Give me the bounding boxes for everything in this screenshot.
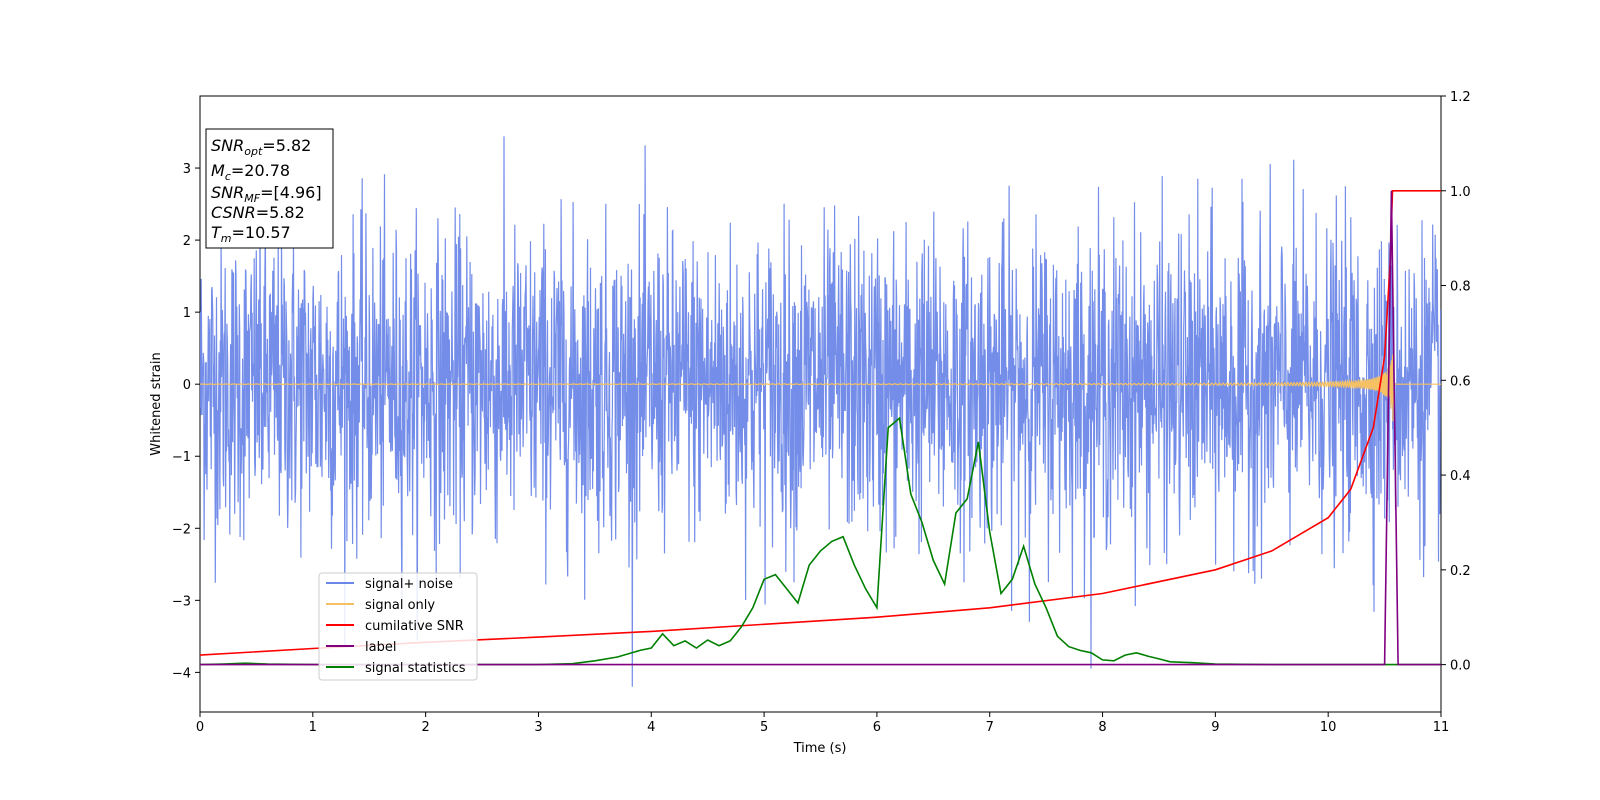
legend-label-label: label	[365, 640, 396, 655]
y-left-tick-label: 3	[183, 162, 191, 177]
plot-content	[200, 136, 1441, 687]
x-tick-label: 8	[1098, 720, 1106, 735]
legend-label-cumulative-snr: cumilative SNR	[365, 619, 464, 634]
series-signal-noise-line	[200, 136, 1441, 687]
y-right-tick-label: 0.2	[1450, 564, 1471, 579]
x-tick-label: 2	[421, 720, 429, 735]
x-tick-label: 4	[647, 720, 655, 735]
x-tick-label: 1	[309, 720, 317, 735]
legend-label-signal-noise: signal+ noise	[365, 577, 453, 592]
y-left-tick-label: −3	[172, 594, 191, 609]
legend-entry-signal-only: signal only	[326, 598, 435, 613]
x-tick-label: 3	[534, 720, 542, 735]
y-right-tick-label: 0.8	[1450, 280, 1471, 295]
x-tick-label: 5	[760, 720, 768, 735]
legend-entry-signal-noise: signal+ noise	[326, 577, 453, 592]
x-tick-label: 6	[873, 720, 881, 735]
y-right-tick-label: 0.6	[1450, 374, 1471, 389]
x-tick-label: 7	[986, 720, 994, 735]
info-mc: Mc=20.78	[211, 161, 290, 183]
legend-entry-cumulative-snr: cumilative SNR	[326, 619, 464, 634]
series-signal-only-line	[200, 354, 1441, 422]
legend-entry-signal-statistics: signal statistics	[326, 661, 466, 676]
y-left-tick-label: 2	[183, 234, 191, 249]
y-left-tick-label: 0	[183, 378, 191, 393]
info-box-frame	[205, 128, 334, 249]
x-tick-label: 9	[1211, 720, 1219, 735]
info-tm: Tm=10.57	[211, 223, 291, 245]
x-tick-label: 11	[1433, 720, 1450, 735]
series-signal-statistics-line	[200, 416, 1441, 666]
info-snr-mf: SNRMF=[4.96]	[211, 183, 322, 205]
y-left-tick-label: −1	[172, 450, 191, 465]
y-left-tick-label: −4	[172, 666, 191, 681]
y-axis-label: Whitened strain	[149, 352, 164, 455]
y-left-tick-label: 1	[183, 306, 191, 321]
legend-entry-label: label	[326, 640, 396, 655]
y-right-tick-label: 1.0	[1450, 185, 1471, 200]
legend: signal+ noise signal only cumilative SNR…	[318, 572, 478, 681]
info-box: SNRopt=5.82 Mc=20.78 SNRMF=[4.96] CSNR=5…	[205, 128, 334, 249]
series-label-line	[200, 190, 1441, 666]
y-left-tick-label: −2	[172, 522, 191, 537]
series-cumulative-snr-line	[200, 190, 1441, 656]
x-tick-label: 0	[196, 720, 204, 735]
legend-label-signal-statistics: signal statistics	[365, 661, 466, 676]
x-tick-label: 10	[1320, 720, 1337, 735]
y-right-tick-label: 1.2	[1450, 90, 1471, 105]
x-axis-label: Time (s)	[793, 741, 847, 756]
axes: 0 1 2 3 4 5 6 7 8 9 10 113210−1−2−3−41.21.00.80.60.…	[172, 90, 1471, 735]
info-snr-opt: SNRopt=5.82	[211, 136, 311, 158]
legend-frame	[318, 572, 478, 681]
legend-label-signal-only: signal only	[365, 598, 435, 613]
info-csnr: CSNR=5.82	[211, 203, 305, 222]
y-right-tick-label: 0.0	[1450, 659, 1471, 674]
y-right-tick-label: 0.4	[1450, 469, 1471, 484]
